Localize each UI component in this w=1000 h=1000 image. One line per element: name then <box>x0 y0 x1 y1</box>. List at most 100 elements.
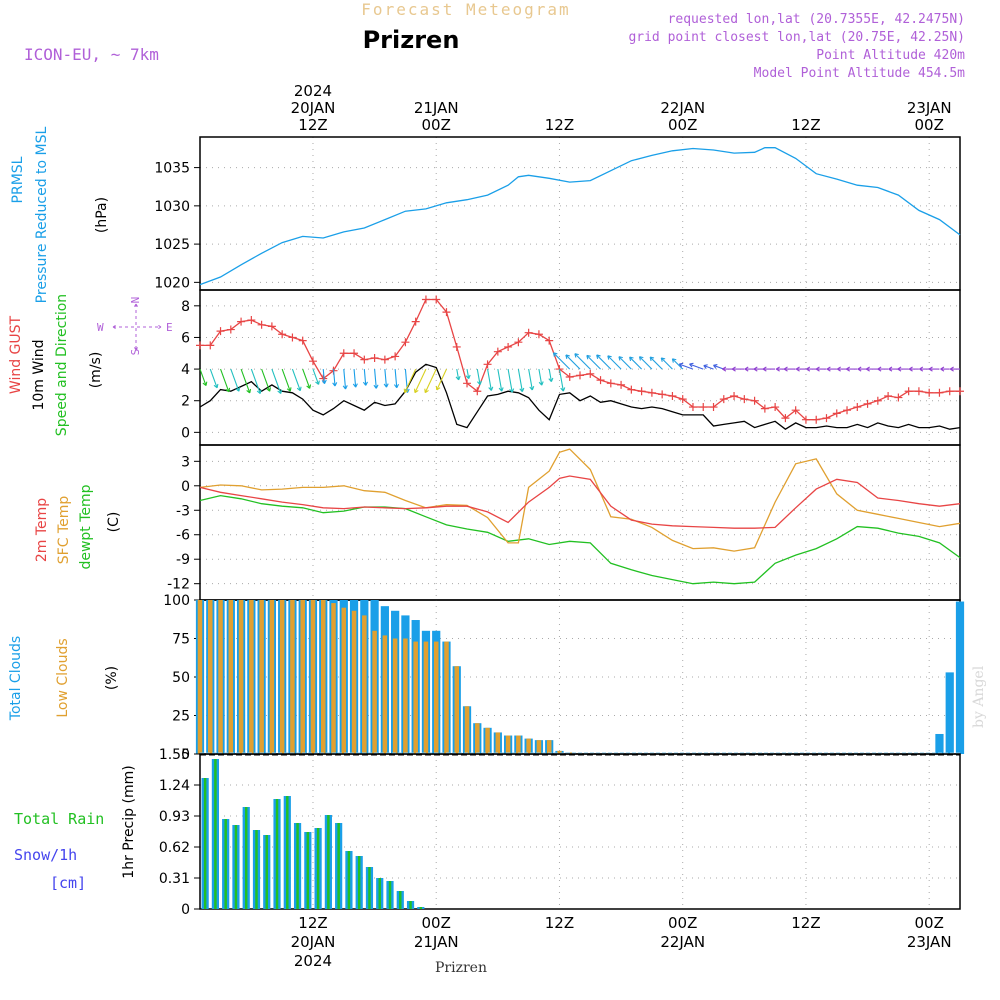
station-title: Prizren <box>363 26 460 54</box>
top-time-label-5-0: 23JAN <box>907 99 952 117</box>
low-cloud-bar <box>536 740 542 754</box>
wind-direction-arrow <box>321 369 327 384</box>
pressure-frame <box>199 136 961 291</box>
rain-bar <box>419 907 423 909</box>
wind-direction-arrow <box>528 368 535 391</box>
wind-direction-arrow <box>919 366 930 372</box>
wind-direction-arrow <box>940 366 950 372</box>
pressure-ytick-label-3: 1035 <box>154 161 190 177</box>
pressure-ylabel-1: PRMSL <box>10 156 26 203</box>
top-time-label-0-0: 2024 <box>294 82 332 100</box>
pressure-ytick-label-0: 1020 <box>154 275 190 291</box>
clouds-unit: (%) <box>104 666 120 690</box>
wind-ytick-label-3: 6 <box>181 330 190 346</box>
wind-direction-arrow <box>928 366 940 372</box>
gust-marker <box>401 338 410 347</box>
wind-direction-arrow <box>638 356 653 370</box>
bottom-time-label-0-0: 12Z <box>298 914 327 932</box>
clouds-ylabel-total: Total Clouds <box>8 636 24 721</box>
clouds-panel: 0 25 50 75 100 Total Clouds Low Clouds (%) <box>8 593 965 763</box>
gust-marker <box>226 325 235 334</box>
gust-marker <box>442 308 451 317</box>
rain-bar <box>224 819 227 909</box>
compass-north: N <box>129 297 142 304</box>
requested-coords: requested lon,lat (20.7355E, 42.2475N) <box>668 12 965 27</box>
precip-legend-rain: Total Rain <box>14 810 104 828</box>
low-cloud-bar <box>485 727 490 754</box>
wind-ylabel-direction: Speed and Direction <box>54 294 70 436</box>
wind-direction-arrow <box>373 369 379 389</box>
low-cloud-bar <box>228 600 234 754</box>
gust-marker <box>791 406 800 415</box>
low-cloud-bar <box>516 735 521 754</box>
gust-marker <box>843 406 852 415</box>
gust-marker <box>308 357 317 366</box>
low-cloud-bar <box>546 740 552 754</box>
grid-point-coords: grid point closest lon,lat (20.75E, 42.2… <box>628 30 965 45</box>
wind-direction-arrow <box>744 366 755 372</box>
wind-direction-arrow <box>465 368 471 380</box>
low-cloud-bar <box>464 706 470 754</box>
top-time-label-3-1: 00Z <box>668 116 697 134</box>
gust-marker <box>370 354 379 363</box>
gust-marker <box>678 395 687 404</box>
bottom-time-label-4-0: 12Z <box>791 914 820 932</box>
gust-marker <box>709 403 718 412</box>
rain-bar <box>255 830 258 909</box>
wind-direction-arrow <box>291 368 302 392</box>
gust-marker <box>596 376 605 385</box>
low-cloud-bar <box>454 666 460 754</box>
wind-direction-arrow <box>403 368 417 394</box>
gust-marker <box>668 391 677 400</box>
gust-marker <box>411 317 420 326</box>
gust-marker <box>473 387 482 396</box>
bottom-time-label-3-0: 00Z <box>668 914 697 932</box>
rain-bar <box>286 796 289 909</box>
gust-marker <box>760 404 769 413</box>
wind-direction-arrow <box>703 364 714 370</box>
top-time-label-0-1: 20JAN <box>291 99 336 117</box>
low-cloud-bar <box>351 610 357 754</box>
wind-direction-arrow <box>552 352 571 370</box>
gust-marker <box>853 403 862 412</box>
footer-station: Prizren <box>435 960 487 976</box>
wind-direction-arrow <box>261 368 271 392</box>
temp-ytick-label-1: 0 <box>181 479 190 495</box>
bottom-time-label-5-0: 00Z <box>915 914 944 932</box>
gust-marker <box>771 403 780 412</box>
low-cloud-bar <box>413 641 418 754</box>
bottom-time-label-5-1: 23JAN <box>907 933 952 951</box>
surface-temp-line <box>199 448 961 552</box>
wind-direction-arrow <box>713 364 724 370</box>
top-time-label-3-0: 22JAN <box>660 99 705 117</box>
rain-bar <box>388 881 392 909</box>
low-cloud-bar <box>320 600 326 754</box>
wind-unit: (m/s) <box>88 352 104 389</box>
gust-marker <box>740 395 749 404</box>
low-cloud-bar <box>505 735 511 754</box>
pressure-ylabel-2: Pressure Reduced to MSL <box>34 126 50 303</box>
gust-marker <box>627 385 636 394</box>
gust-marker <box>884 391 893 400</box>
wind-direction-arrow <box>586 354 601 370</box>
clouds-ytick-label-2: 50 <box>172 670 190 686</box>
precip-ytick-label-1: 0.31 <box>159 871 190 887</box>
wind-direction-arrow <box>538 368 544 386</box>
wind-direction-arrow <box>762 366 776 372</box>
wind-direction-arrow <box>393 369 400 389</box>
compass-east: E <box>166 321 173 334</box>
wind-direction-arrow <box>240 368 252 394</box>
gust-marker <box>196 341 204 350</box>
bottom-time-label-0-1: 20JAN <box>291 933 336 951</box>
compass-arrows <box>112 303 162 351</box>
wind-ytick-label-1: 2 <box>181 394 190 410</box>
rain-bar <box>378 878 381 909</box>
wind-direction-arrow <box>775 366 786 372</box>
rain-bar <box>327 815 330 909</box>
low-cloud-bar <box>197 600 203 754</box>
credit-watermark: by Angel <box>971 665 987 728</box>
gust-marker <box>483 360 492 369</box>
rain-bar <box>368 867 371 909</box>
gust-marker <box>637 387 646 396</box>
